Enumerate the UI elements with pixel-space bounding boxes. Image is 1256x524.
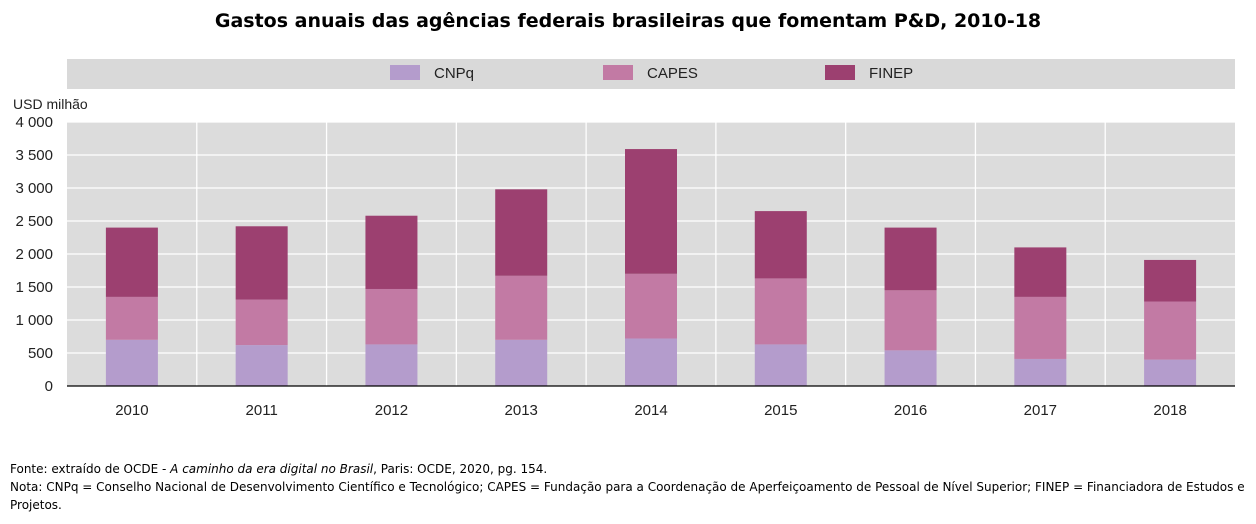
x-tick-label: 2016 [894,402,927,419]
y-tick-label: 500 [28,345,53,362]
x-tick-label: 2011 [246,402,278,419]
bar-finep-2014 [625,149,677,274]
bar-cnpq-2015 [754,344,807,386]
bar-cnpq-2018 [1144,359,1197,386]
legend-swatch-finep [825,65,855,80]
x-tick-label: 2015 [764,402,797,419]
bar-finep-2017 [1014,247,1067,297]
bar-capes-2012 [365,288,418,345]
y-tick-label: 1 500 [15,279,53,296]
y-axis-label: USD milhão [13,96,88,112]
y-tick-label: 2 000 [15,246,53,263]
legend-swatch-capes [603,65,633,80]
x-tick-label: 2010 [115,402,148,419]
bar-cnpq-2012 [365,344,418,386]
x-tick-label: 2013 [505,402,538,419]
y-tick-label: 4 000 [15,114,53,131]
y-tick-label: 3 500 [15,147,53,164]
bar-capes-2014 [625,273,677,339]
y-tick-label: 1 000 [15,312,53,329]
bar-cnpq-2017 [1014,358,1067,386]
stacked-bar-chart: CNPq CAPES FINEP USD milhão 0 500 1 000 1 500… [13,59,1235,419]
legend: CNPq CAPES FINEP [390,65,913,82]
bar-finep-2016 [884,227,937,291]
bar-capes-2017 [1014,296,1067,359]
bars [105,149,1197,386]
x-tick-label: 2012 [375,402,408,419]
y-tick-label: 0 [45,378,53,395]
bar-capes-2015 [754,278,807,345]
bar-cnpq-2011 [235,345,288,386]
x-axis-ticks: 2010 2011 2012 2013 2014 2015 2016 2017 2018 [115,402,1187,419]
source-title: A caminho da era digital no Brasil [170,462,374,476]
bar-cnpq-2013 [495,339,548,386]
x-tick-label: 2014 [634,402,667,419]
x-tick-label: 2017 [1024,402,1057,419]
bar-capes-2016 [884,290,937,351]
source-prefix: Fonte: extraído de OCDE - [10,462,171,476]
x-tick-label: 2018 [1153,402,1186,419]
footnotes: Fonte: extraído de OCDE - A caminho da e… [10,460,1246,514]
y-axis-ticks: 0 500 1 000 1 500 2 000 2 500 3 000 3 500 4 000 [15,114,53,395]
source-suffix: , Paris: OCDE, 2020, pg. 154. [373,462,548,476]
bar-cnpq-2016 [884,350,937,386]
bar-capes-2011 [235,299,288,346]
legend-label-capes: CAPES [647,65,698,82]
y-tick-label: 3 000 [15,180,53,197]
bar-finep-2011 [235,226,288,300]
bar-capes-2018 [1144,301,1197,360]
bar-finep-2010 [105,227,158,297]
y-tick-label: 2 500 [15,213,53,230]
legend-swatch-cnpq [390,65,420,80]
legend-label-cnpq: CNPq [434,65,474,82]
source-note: Fonte: extraído de OCDE - A caminho da e… [10,460,1246,478]
bar-finep-2013 [495,189,548,276]
legend-label-finep: FINEP [869,65,913,82]
bar-capes-2010 [105,296,158,340]
bar-finep-2018 [1144,259,1197,302]
bar-cnpq-2010 [105,339,158,386]
bar-finep-2012 [365,215,418,289]
chart-title: Gastos anuais das agências federais bras… [214,10,1042,32]
abbreviation-note: Nota: CNPq = Conselho Nacional de Desenv… [10,480,1245,512]
legend-band [67,59,1235,89]
bar-finep-2015 [754,211,807,279]
bar-cnpq-2014 [625,338,677,386]
bar-capes-2013 [495,275,548,340]
